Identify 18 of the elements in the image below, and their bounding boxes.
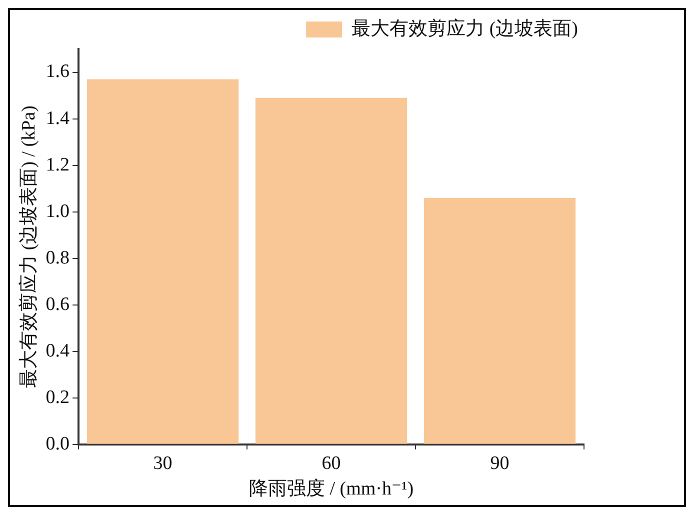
legend-label: 最大有效剪应力 (边坡表面)	[352, 17, 578, 40]
y-tick-label: 0.8	[46, 247, 70, 268]
y-tick-label: 0.6	[46, 294, 70, 315]
x-tick-label: 30	[153, 452, 172, 474]
x-tick-label: 90	[490, 452, 510, 474]
y-axis-title: 最大有效剪应力 (边坡表面) / (kPa)	[17, 106, 40, 388]
x-tick-label: 60	[322, 452, 341, 474]
y-tick-label: 1.0	[46, 200, 70, 222]
bar	[86, 79, 239, 444]
y-tick-label: 1.4	[46, 108, 70, 129]
y-tick-label: 0.0	[46, 433, 70, 454]
x-axis-title: 降雨强度 / (mm·h⁻¹)	[249, 478, 414, 500]
bar	[424, 198, 576, 444]
y-tick-label: 1.2	[46, 154, 70, 176]
bar	[255, 98, 408, 444]
y-tick-label: 0.4	[46, 340, 70, 362]
y-tick-label: 0.2	[46, 386, 70, 408]
y-tick-label: 1.6	[46, 61, 70, 82]
